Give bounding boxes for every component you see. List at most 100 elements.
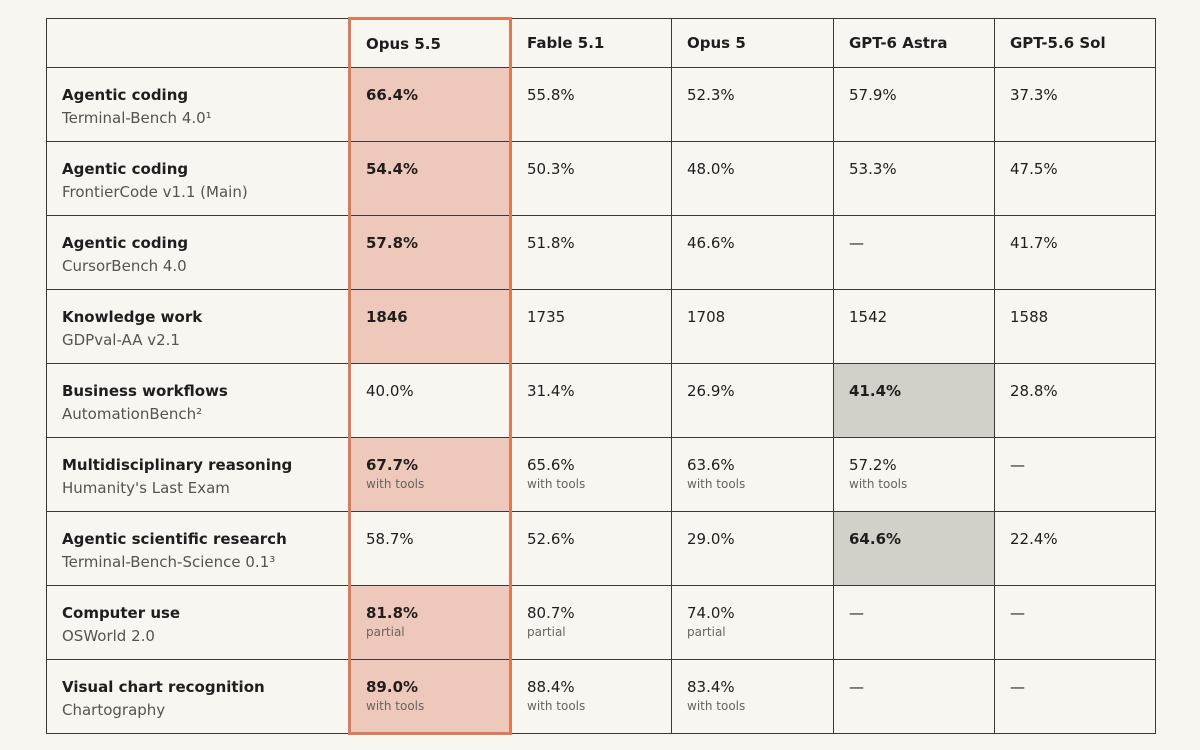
table-header: Opus 5.5 Fable 5.1 Opus 5 GPT-6 Astra GPT-5.… — [46, 17, 1156, 68]
score-value: 74.0% — [687, 604, 735, 622]
score-cell-gpt-5-6-sol: 28.8% — [994, 363, 1156, 438]
score-value: 58.7% — [366, 530, 414, 548]
score-value: 1735 — [527, 308, 566, 326]
score-value: 65.6% — [527, 456, 575, 474]
score-note: with tools — [366, 699, 425, 713]
score-cell-fable-5-1: 1735 — [510, 289, 672, 364]
score-cell-gpt-6-astra: 64.6% — [833, 511, 995, 586]
table-row: Agentic scientific research Terminal-Benc… — [46, 511, 1156, 586]
score-value: 66.4% — [366, 86, 419, 104]
task-name: Agentic scientific research — [62, 530, 287, 548]
score-value: 28.8% — [1010, 382, 1058, 400]
score-value: 52.6% — [527, 530, 575, 548]
benchmark-name: OSWorld 2.0 — [62, 627, 155, 645]
score-value: 89.0% — [366, 678, 419, 696]
table-row: Agentic coding Terminal-Bench 4.0¹ 66.4% 55… — [46, 67, 1156, 142]
score-value: — — [1010, 604, 1025, 622]
score-value: 47.5% — [1010, 160, 1058, 178]
score-cell-gpt-6-astra: — — [833, 585, 995, 660]
table-row: Visual chart recognition Chartography 89.0… — [46, 659, 1156, 735]
score-cell-fable-5-1: 55.8% — [510, 67, 672, 142]
score-value: 57.8% — [366, 234, 419, 252]
benchmark-name: GDPval-AA v2.1 — [62, 331, 180, 349]
score-cell-fable-5-1: 51.8% — [510, 215, 672, 290]
score-cell-fable-5-1: 50.3% — [510, 141, 672, 216]
score-value: 41.7% — [1010, 234, 1058, 252]
score-value: 1846 — [366, 308, 408, 326]
score-cell-gpt-5-6-sol: — — [994, 659, 1156, 734]
column-header-fable-5-1: Fable 5.1 — [510, 18, 672, 68]
score-cell-fable-5-1: 31.4% — [510, 363, 672, 438]
score-cell-opus-5-5: 81.8% partial — [348, 585, 512, 660]
score-value: — — [1010, 456, 1025, 474]
task-cell: Knowledge work GDPval-AA v2.1 — [46, 289, 350, 364]
task-name: Agentic coding — [62, 234, 189, 252]
score-value: 37.3% — [1010, 86, 1058, 104]
header-corner-cell — [46, 18, 350, 68]
score-cell-fable-5-1: 52.6% — [510, 511, 672, 586]
score-value: 31.4% — [527, 382, 575, 400]
benchmark-table-container: Opus 5.5 Fable 5.1 Opus 5 GPT-6 Astra GPT-5.… — [46, 17, 1156, 735]
score-cell-opus-5-5: 66.4% — [348, 67, 512, 142]
task-cell: Agentic coding FrontierCode v1.1 (Main) — [46, 141, 350, 216]
score-value: — — [849, 604, 864, 622]
task-name: Agentic coding — [62, 86, 189, 104]
score-note: partial — [687, 625, 726, 639]
table-row: Agentic coding CursorBench 4.0 57.8% 51.8% 4… — [46, 215, 1156, 290]
score-value: 41.4% — [849, 382, 902, 400]
score-cell-opus-5-5: 54.4% — [348, 141, 512, 216]
task-name: Agentic coding — [62, 160, 189, 178]
score-value: 55.8% — [527, 86, 575, 104]
benchmark-name: Terminal-Bench-Science 0.1³ — [62, 553, 276, 571]
score-cell-opus-5: 63.6% with tools — [671, 437, 834, 512]
score-cell-gpt-6-astra: — — [833, 659, 995, 734]
task-cell: Business workflows AutomationBench² — [46, 363, 350, 438]
score-cell-opus-5-5: 1846 — [348, 289, 512, 364]
table-row: Business workflows AutomationBench² 40.0% 3… — [46, 363, 1156, 438]
task-cell: Agentic coding Terminal-Bench 4.0¹ — [46, 67, 350, 142]
score-value: 51.8% — [527, 234, 575, 252]
table-row: Computer use OSWorld 2.0 81.8% partial 80.7%… — [46, 585, 1156, 660]
column-header-opus-5: Opus 5 — [671, 18, 834, 68]
score-value: — — [1010, 678, 1025, 696]
score-value: 80.7% — [527, 604, 575, 622]
score-value: 54.4% — [366, 160, 419, 178]
score-value: 26.9% — [687, 382, 735, 400]
score-value: — — [849, 234, 864, 252]
table-row: Knowledge work GDPval-AA v2.1 1846 1735 1708… — [46, 289, 1156, 364]
task-name: Knowledge work — [62, 308, 203, 326]
score-value: 52.3% — [687, 86, 735, 104]
score-value: 1542 — [849, 308, 888, 326]
score-value: 83.4% — [687, 678, 735, 696]
score-cell-fable-5-1: 80.7% partial — [510, 585, 672, 660]
score-cell-opus-5: 46.6% — [671, 215, 834, 290]
score-note: partial — [366, 625, 405, 639]
score-value: 50.3% — [527, 160, 575, 178]
score-cell-gpt-6-astra: 57.9% — [833, 67, 995, 142]
score-value: 48.0% — [687, 160, 735, 178]
benchmark-name: Humanity's Last Exam — [62, 479, 230, 497]
benchmark-name: FrontierCode v1.1 (Main) — [62, 183, 248, 201]
column-header-gpt-6-astra: GPT-6 Astra — [833, 18, 995, 68]
score-cell-opus-5-5: 89.0% with tools — [348, 659, 512, 735]
score-note: with tools — [527, 699, 586, 713]
score-value: 81.8% — [366, 604, 419, 622]
score-cell-gpt-5-6-sol: 47.5% — [994, 141, 1156, 216]
task-name: Visual chart recognition — [62, 678, 265, 696]
benchmark-name: CursorBench 4.0 — [62, 257, 187, 275]
score-cell-fable-5-1: 88.4% with tools — [510, 659, 672, 734]
task-cell: Multidisciplinary reasoning Humanity's La… — [46, 437, 350, 512]
score-value: 64.6% — [849, 530, 902, 548]
score-value: — — [849, 678, 864, 696]
score-value: 40.0% — [366, 382, 414, 400]
task-name: Computer use — [62, 604, 181, 622]
score-note: with tools — [687, 477, 746, 491]
table-row: Agentic coding FrontierCode v1.1 (Main) 54… — [46, 141, 1156, 216]
task-name: Multidisciplinary reasoning — [62, 456, 293, 474]
benchmark-table: Opus 5.5 Fable 5.1 Opus 5 GPT-6 Astra GPT-5.… — [46, 17, 1156, 735]
score-cell-gpt-6-astra: 57.2% with tools — [833, 437, 995, 512]
score-value: 57.9% — [849, 86, 897, 104]
score-value: 46.6% — [687, 234, 735, 252]
header-row: Opus 5.5 Fable 5.1 Opus 5 GPT-6 Astra GPT-5.… — [46, 17, 1156, 68]
score-cell-gpt-6-astra: 53.3% — [833, 141, 995, 216]
